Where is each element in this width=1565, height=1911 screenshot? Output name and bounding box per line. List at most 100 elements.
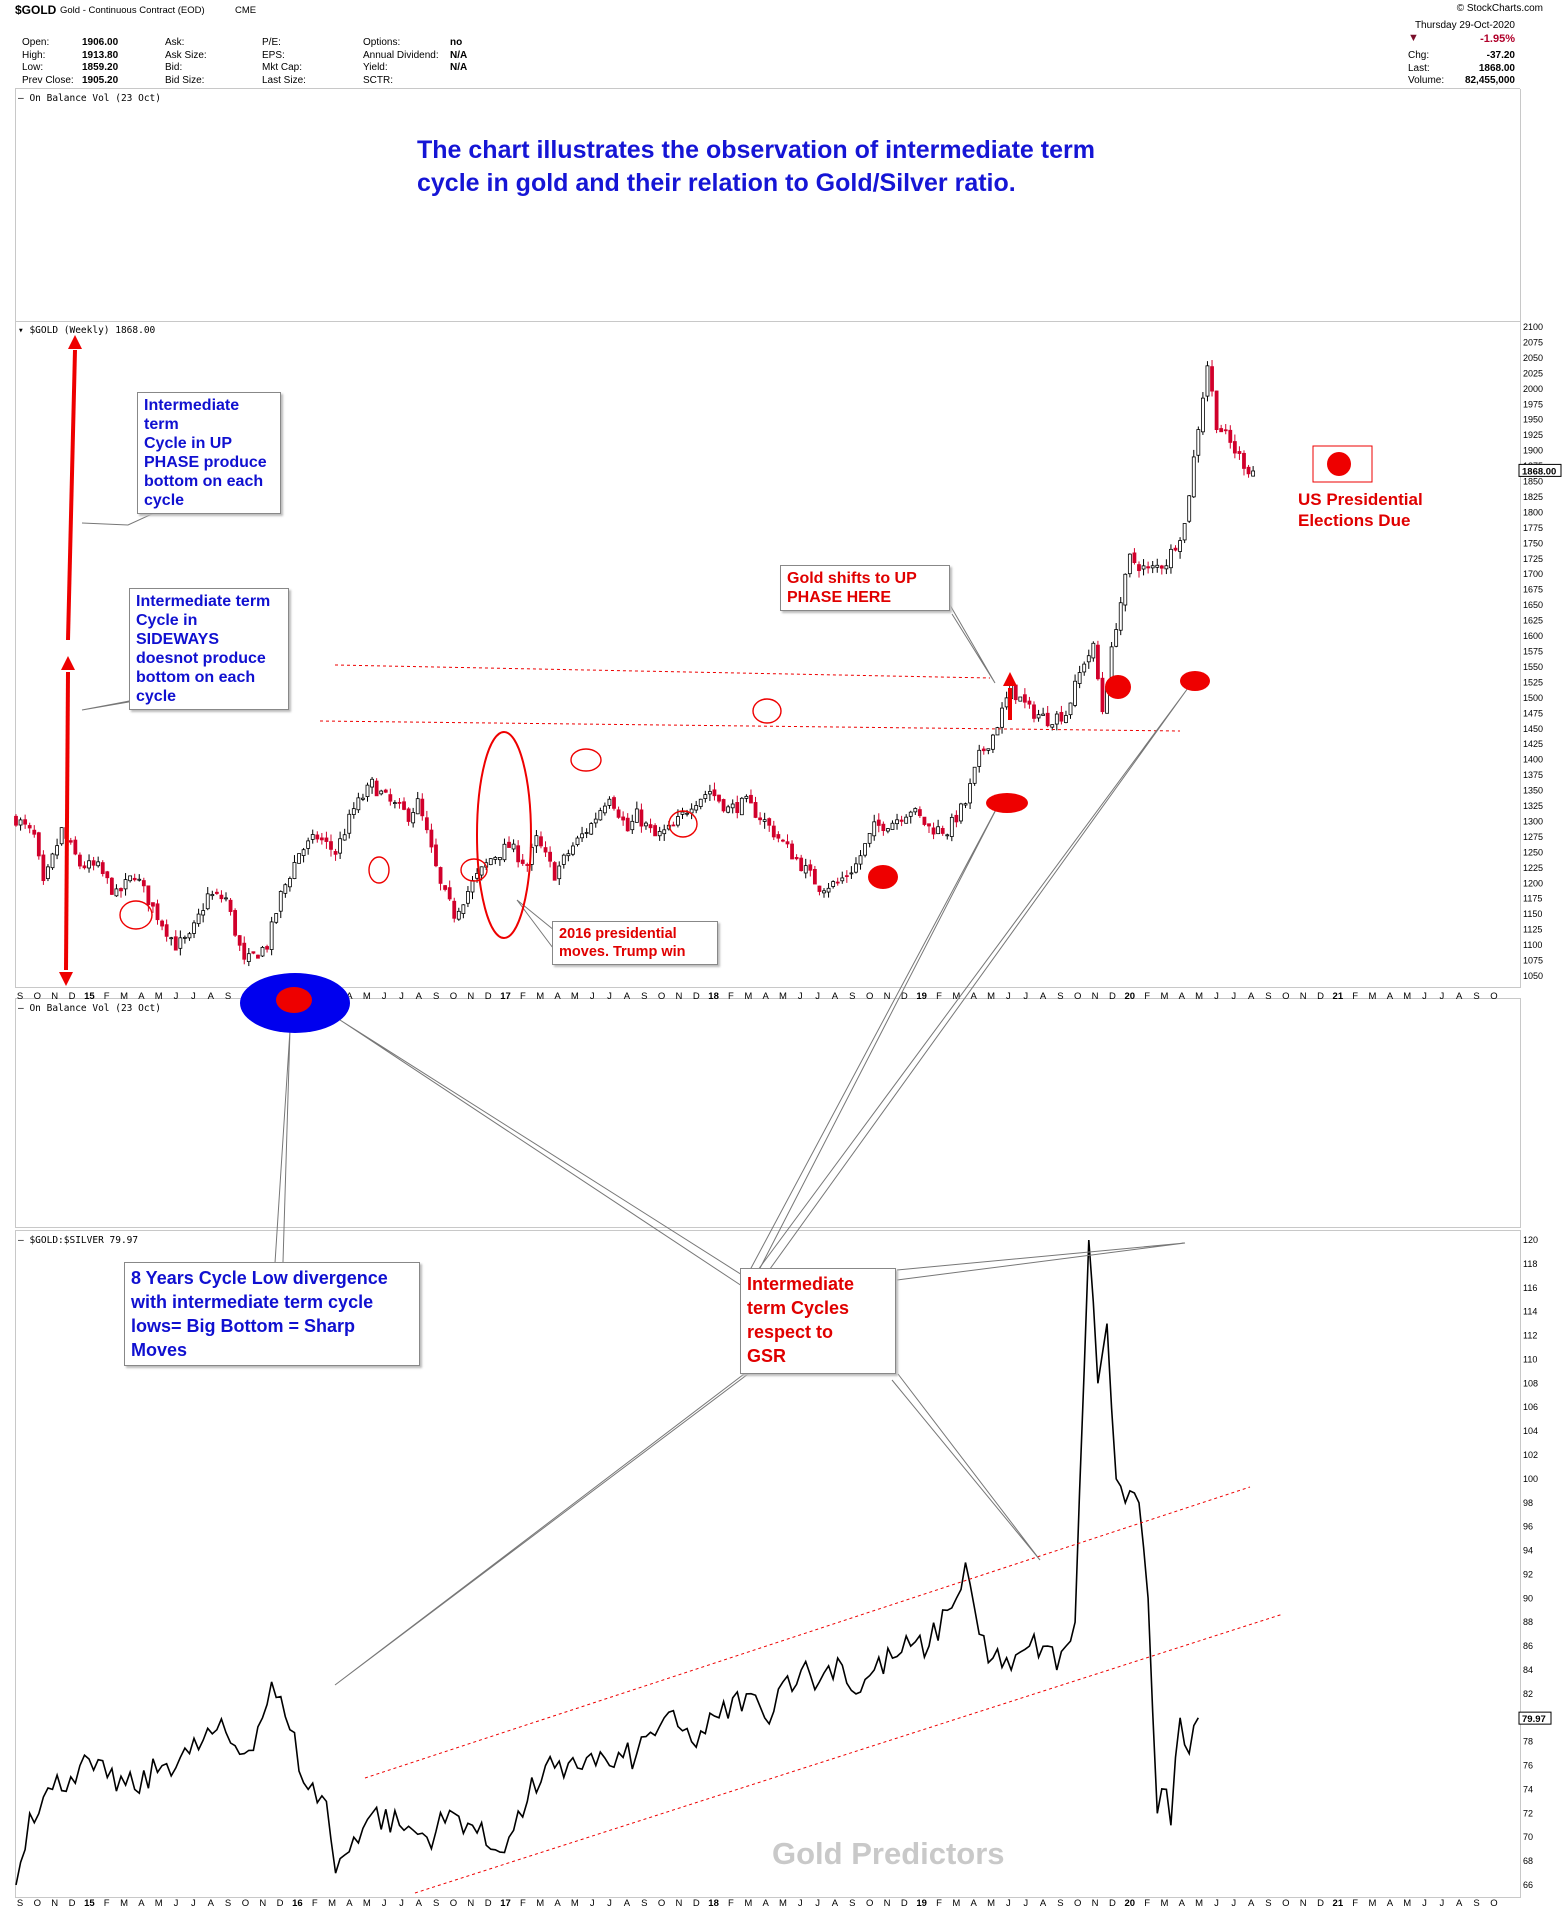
candle-body	[466, 891, 470, 904]
gold-candle	[539, 831, 543, 849]
gold-y-tick-label: 1075	[1523, 956, 1543, 966]
candle-body	[256, 954, 260, 959]
gold-y-tick-label: 1250	[1523, 847, 1543, 857]
x-tick-label: M	[1160, 991, 1168, 1002]
gold-candle	[707, 784, 712, 801]
candle-body	[91, 860, 96, 866]
gold-candle	[438, 866, 443, 891]
gold-candle	[812, 865, 817, 885]
x-tick-label: 19	[916, 1898, 927, 1909]
gsr-channel	[364, 1486, 1284, 1894]
x-tick-label: O	[1490, 1898, 1497, 1909]
x-tick-label: S	[1265, 991, 1271, 1002]
candle-body	[1054, 713, 1059, 725]
gold-y-tick-label: 1550	[1523, 662, 1543, 672]
field-value: no	[450, 37, 463, 48]
cycle-low-dot	[1180, 671, 1210, 691]
site-credit[interactable]: © StockCharts.com	[1456, 3, 1543, 14]
candle-body	[712, 789, 717, 797]
gold-candle	[694, 800, 699, 814]
x-tick-label: O	[450, 1898, 457, 1909]
x-tick-label: M	[952, 1898, 960, 1909]
gold-candle	[580, 826, 584, 842]
candle-body	[388, 794, 393, 802]
x-tick-label: 21	[1333, 1898, 1344, 1909]
exchange: CME	[235, 5, 257, 16]
election-2016-ellipse	[476, 731, 532, 939]
x-tick-label: N	[1092, 1898, 1099, 1909]
candle-body	[128, 875, 133, 882]
shift-line: Gold shifts to UP	[787, 570, 917, 587]
candle-body	[379, 790, 384, 795]
gold-candle	[826, 882, 831, 898]
candle-body	[1246, 466, 1251, 475]
gsr-y-tick-label: 70	[1523, 1832, 1533, 1842]
x-tick-label: A	[1387, 1898, 1394, 1909]
gold-candle	[1118, 596, 1123, 636]
gold-candle	[461, 904, 466, 919]
field-value: 1868.00	[1478, 62, 1515, 74]
gold-candle	[251, 951, 256, 955]
x-tick-label: S	[1057, 1898, 1063, 1909]
gold-candle	[986, 748, 991, 755]
candle-body	[224, 897, 228, 900]
candle-body	[739, 797, 744, 816]
x-tick-label: M	[328, 1898, 336, 1909]
gold-candle	[351, 802, 356, 819]
x-tick-label: S	[641, 991, 647, 1002]
candle-body	[721, 799, 726, 812]
candle-body	[940, 828, 945, 834]
gsr-y-tick-label: 84	[1523, 1665, 1533, 1675]
candle-body	[361, 797, 365, 800]
gold-candle	[319, 832, 324, 845]
x-tick-label: M	[536, 991, 544, 1002]
gold-candle	[210, 890, 215, 900]
gold-candle	[329, 834, 333, 857]
gold-candle	[392, 800, 397, 809]
gold-candle	[1004, 691, 1009, 710]
x-tick-label: O	[1282, 1898, 1289, 1909]
candle-body	[917, 809, 922, 817]
gsr-pointer-6	[334, 1364, 761, 1686]
election-line: Elections Due	[1298, 511, 1411, 530]
gold-candle	[799, 854, 804, 872]
gold-candle	[849, 866, 854, 879]
gsr-cycles-line: term Cycles	[747, 1298, 850, 1318]
candle-body	[593, 818, 598, 824]
field-label: High:	[22, 49, 46, 61]
gold-candle	[205, 887, 210, 911]
x-tick-label: M	[779, 1898, 787, 1909]
candle-body	[662, 829, 667, 835]
x-tick-label: S	[17, 991, 23, 1002]
gold-candle	[895, 813, 899, 830]
candle-body	[936, 826, 941, 835]
gold-candle	[730, 799, 735, 814]
gold-candle	[155, 899, 160, 925]
gold-candle	[1232, 434, 1237, 459]
gold-candle	[977, 744, 982, 773]
candle-body	[370, 778, 374, 788]
gold-y-tick-label: 1950	[1523, 415, 1543, 425]
gold-candle	[717, 794, 721, 804]
obv-top-label-text: On Balance Vol (23 Oct)	[29, 93, 162, 104]
x-tick-label: A	[762, 991, 769, 1002]
gold-candle	[411, 807, 416, 828]
candle-body	[767, 818, 772, 826]
candle-body	[803, 865, 808, 874]
candle-body	[315, 834, 320, 840]
x-tick-label: A	[1040, 1898, 1047, 1909]
gold-candle	[1228, 425, 1233, 449]
gold-candle	[867, 832, 872, 848]
candle-body	[1032, 704, 1036, 719]
gold-candle	[726, 804, 731, 814]
symbol[interactable]: $GOLD	[15, 3, 57, 17]
candle-body	[525, 864, 530, 866]
candle-body	[785, 841, 790, 845]
field-label: Chg:	[1408, 50, 1430, 61]
candle-body	[598, 810, 603, 821]
x-tick-label: F	[104, 991, 110, 1002]
x-tick-label: S	[1057, 991, 1063, 1002]
gold-candle	[447, 880, 452, 901]
gold-candle	[803, 858, 808, 879]
x-tick-label: A	[762, 1898, 769, 1909]
